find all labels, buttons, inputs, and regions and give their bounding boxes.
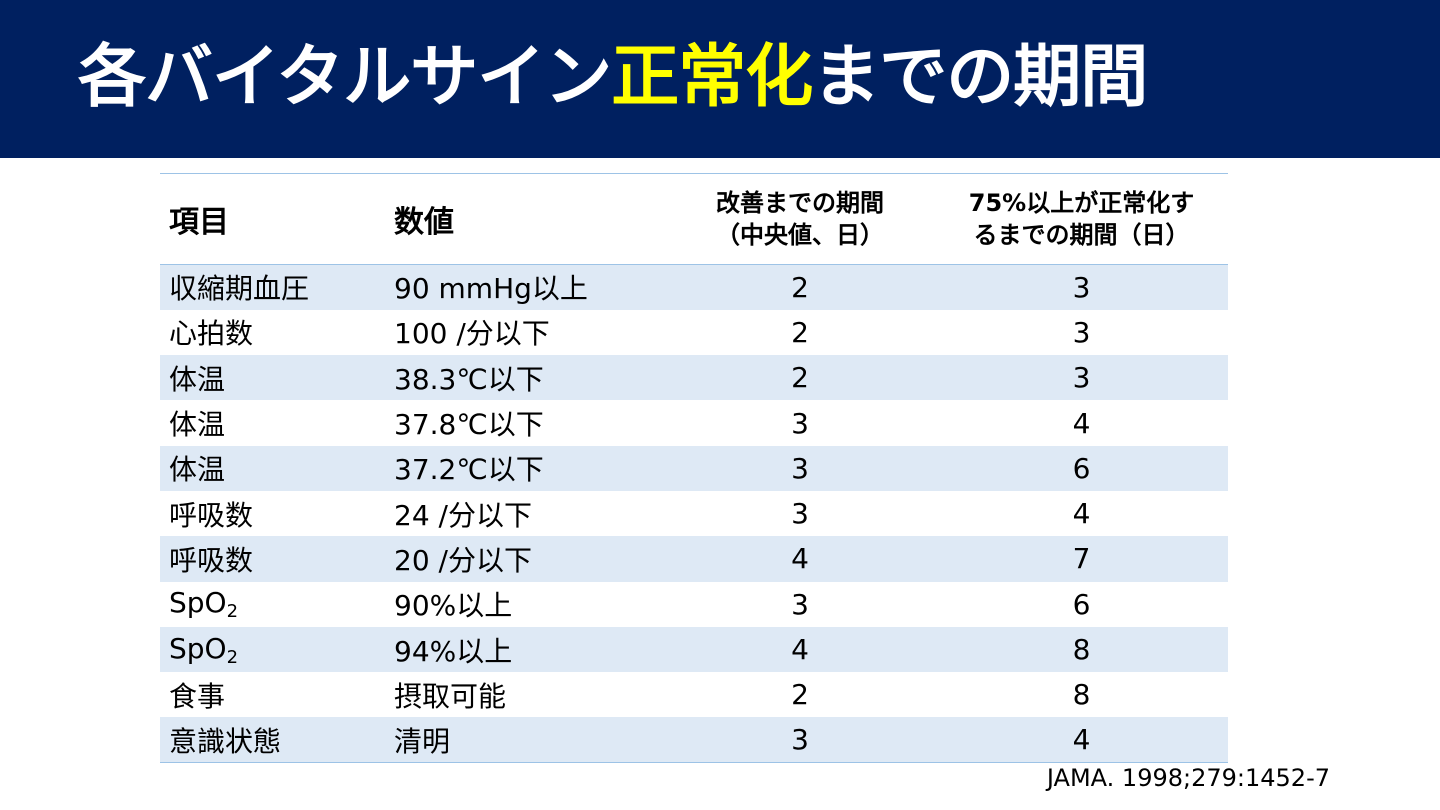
cell-p75: 4 [935,400,1228,446]
title-band: 各バイタルサイン正常化までの期間 [0,0,1440,158]
cell-value: 清明 [385,717,665,764]
vital-signs-table: 項目 数値 改善までの期間 （中央値、日） 75%以上が正常化す るまでの期間（… [160,173,1228,764]
header-p75-line1: 75%以上が正常化す [968,189,1195,217]
cell-item: 心拍数 [160,309,385,356]
cell-value: 90%以上 [385,581,665,627]
table-row: 収縮期血圧 90 mmHg以上 2 3 [160,264,1228,310]
cell-p75: 6 [935,445,1228,491]
table-row: 体温 38.3℃以下 2 3 [160,355,1228,401]
cell-value: 37.8℃以下 [385,400,665,446]
cell-p75: 3 [935,355,1228,401]
cell-value: 38.3℃以下 [385,355,665,401]
cell-median: 4 [665,536,935,582]
cell-median: 2 [665,309,935,356]
header-median-days: 改善までの期間 （中央値、日） [665,173,935,265]
table-row: 体温 37.8℃以下 3 4 [160,400,1228,446]
table-row: 心拍数 100 /分以下 2 3 [160,309,1228,356]
table-row: 体温 37.2℃以下 3 6 [160,445,1228,491]
cell-p75: 7 [935,536,1228,582]
cell-item: 呼吸数 [160,490,385,537]
cell-p75: 4 [935,490,1228,537]
cell-median: 4 [665,626,935,673]
header-median-line2: （中央値、日） [716,221,884,249]
cell-item: 体温 [160,400,385,446]
cell-median: 2 [665,355,935,401]
cell-p75: 8 [935,626,1228,673]
cell-p75: 3 [935,309,1228,356]
table-row: 意識状態 清明 3 4 [160,717,1228,764]
cell-item: 食事 [160,672,385,718]
cell-item: 体温 [160,445,385,491]
cell-item: SpO2 [160,626,385,673]
cell-item: 呼吸数 [160,536,385,582]
cell-p75: 6 [935,581,1228,627]
cell-p75: 3 [935,264,1228,310]
cell-item: 収縮期血圧 [160,264,385,310]
cell-item-text: SpO [169,631,227,665]
cell-value: 20 /分以下 [385,536,665,582]
header-p75-line2: るまでの期間（日） [973,221,1190,249]
slide-title: 各バイタルサイン正常化までの期間 [78,36,1148,120]
cell-median: 3 [665,581,935,627]
table-row: SpO2 94%以上 4 8 [160,626,1228,673]
header-item: 項目 [160,173,385,265]
cell-item: SpO2 [160,581,385,627]
header-p75-days: 75%以上が正常化す るまでの期間（日） [935,173,1228,265]
cell-median: 3 [665,490,935,537]
cell-median: 2 [665,672,935,718]
table-row: SpO2 90%以上 3 6 [160,581,1228,627]
cell-median: 3 [665,445,935,491]
citation: JAMA. 1998;279:1452-7 [1046,764,1330,792]
cell-item-subscript: 2 [226,646,239,668]
cell-p75: 8 [935,672,1228,718]
table-row: 呼吸数 20 /分以下 4 7 [160,536,1228,582]
cell-value: 摂取可能 [385,672,665,718]
cell-item-subscript: 2 [226,601,239,623]
table-row: 食事 摂取可能 2 8 [160,672,1228,718]
title-highlight: 正常化 [611,38,813,117]
cell-value: 100 /分以下 [385,309,665,356]
header-value: 数値 [385,173,665,265]
cell-item: 意識状態 [160,717,385,764]
cell-p75: 4 [935,717,1228,764]
table-header-row: 項目 数値 改善までの期間 （中央値、日） 75%以上が正常化す るまでの期間（… [160,173,1228,265]
title-part1: 各バイタルサイン [78,38,612,117]
title-part2: までの期間 [812,38,1148,117]
header-median-line1: 改善までの期間 [716,189,884,217]
cell-item: 体温 [160,355,385,401]
vital-signs-table-container: 項目 数値 改善までの期間 （中央値、日） 75%以上が正常化す るまでの期間（… [160,173,1228,764]
cell-median: 3 [665,400,935,446]
cell-value: 37.2℃以下 [385,445,665,491]
cell-median: 3 [665,717,935,764]
cell-value: 94%以上 [385,626,665,673]
cell-value: 24 /分以下 [385,490,665,537]
cell-item-text: SpO [169,586,227,620]
cell-value: 90 mmHg以上 [385,264,665,310]
cell-median: 2 [665,264,935,310]
table-row: 呼吸数 24 /分以下 3 4 [160,490,1228,537]
